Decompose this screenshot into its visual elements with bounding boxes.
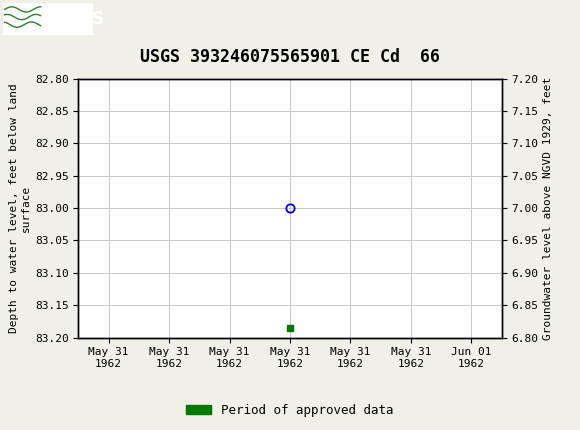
Text: USGS 393246075565901 CE Cd  66: USGS 393246075565901 CE Cd 66 [140, 48, 440, 66]
Legend: Period of approved data: Period of approved data [181, 399, 399, 421]
FancyBboxPatch shape [3, 3, 93, 35]
Y-axis label: Groundwater level above NGVD 1929, feet: Groundwater level above NGVD 1929, feet [542, 77, 553, 340]
Y-axis label: Depth to water level, feet below land
surface: Depth to water level, feet below land su… [9, 83, 31, 333]
Text: USGS: USGS [49, 10, 104, 28]
